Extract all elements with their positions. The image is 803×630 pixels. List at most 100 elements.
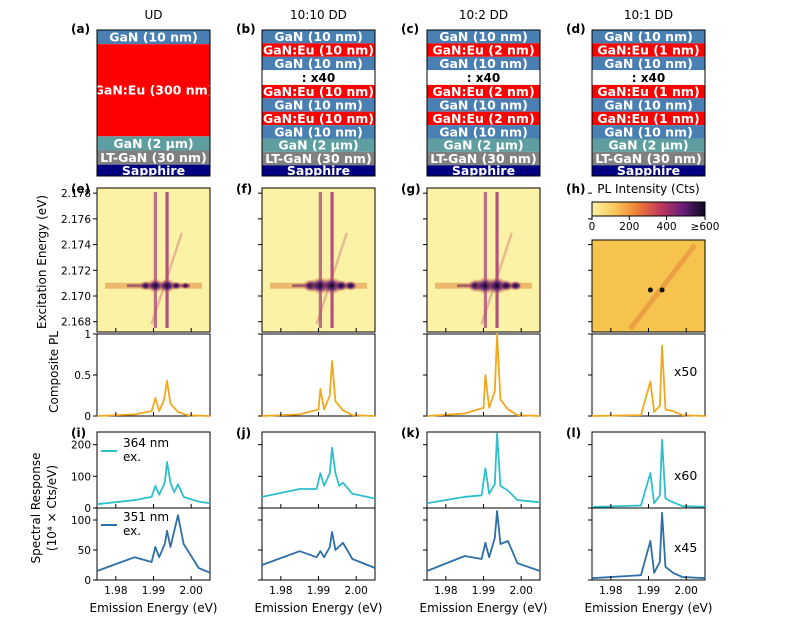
panel-tag: (c) xyxy=(401,22,419,36)
tick-label: 1.99 xyxy=(472,585,495,597)
panel-tag: (b) xyxy=(236,22,256,36)
plot-frame xyxy=(426,507,541,581)
tick-label: 2.170 xyxy=(61,291,91,303)
layer-rect xyxy=(592,111,705,126)
layer-label: GaN (10 nm) xyxy=(439,98,528,113)
stack-frame xyxy=(261,29,376,177)
layer-rect xyxy=(262,98,375,112)
layer-label: GaN (2 µm) xyxy=(608,138,688,153)
stack-title: UD xyxy=(144,8,162,22)
map-streak xyxy=(150,232,183,325)
x-axis-label: Emission Energy (eV) xyxy=(585,601,713,615)
layer-label: GaN:Eu (10 nm) xyxy=(263,43,374,58)
layer-rect xyxy=(427,111,540,126)
x-axis-label: Emission Energy (eV) xyxy=(420,601,548,615)
layer-rect xyxy=(262,125,375,139)
map-hotspot xyxy=(333,279,349,292)
layer-rect xyxy=(427,56,540,71)
y-axis-label: Excitation Energy (eV) xyxy=(35,195,49,329)
layer-label: LT-GaN (30 nm) xyxy=(595,151,701,166)
layer-label: GaN (10 nm) xyxy=(439,124,528,139)
layer-rect xyxy=(262,84,375,99)
layer-rect xyxy=(97,164,210,176)
tick-label: 1.99 xyxy=(637,585,660,597)
legend-text: 364 nm xyxy=(123,436,169,450)
layer-label: GaN:Eu (2 nm) xyxy=(432,84,534,99)
series-line xyxy=(96,461,211,506)
panel-tag: (a) xyxy=(71,22,90,36)
map-streak xyxy=(330,192,334,328)
legend-text: 351 nm xyxy=(123,510,169,524)
layer-rect xyxy=(97,136,210,151)
tick-label: 2.174 xyxy=(61,240,91,252)
y-axis-label: (10⁴ × Cts/eV) xyxy=(45,465,59,551)
layer-label: GaN (2 µm) xyxy=(443,138,523,153)
map-background xyxy=(97,188,210,332)
layer-label: GaN:Eu (2 nm) xyxy=(432,111,534,126)
layer-label: Sapphire xyxy=(617,163,680,178)
plot-frame xyxy=(426,431,541,509)
tick-label: 1.98 xyxy=(599,585,622,597)
tick-label: 2.00 xyxy=(509,585,532,597)
tick-label: 2.00 xyxy=(344,585,367,597)
panel-tag: (l) xyxy=(566,426,581,440)
layer-label: GaN:Eu (10 nm) xyxy=(263,111,374,126)
layer-label: GaN (10 nm) xyxy=(604,29,693,44)
layer-rect xyxy=(592,43,705,57)
layer-label: GaN (10 nm) xyxy=(604,98,693,113)
layer-label: Sapphire xyxy=(287,163,350,178)
y-axis-label: Composite PL xyxy=(47,331,61,413)
colorbar-title: PL Intensity (Cts) xyxy=(597,182,699,196)
multiplier-label: x45 xyxy=(674,540,697,555)
stack-frame xyxy=(426,29,541,177)
map-hotspot xyxy=(158,278,177,293)
stack-title: 10:2 DD xyxy=(459,8,508,22)
tick-label: 100 xyxy=(71,471,91,483)
layer-label: LT-GaN (30 nm) xyxy=(100,150,206,165)
layer-label: LT-GaN (30 nm) xyxy=(430,151,536,166)
layer-rect xyxy=(262,56,375,71)
series-line xyxy=(426,432,541,505)
colorbar-tick-label: 400 xyxy=(657,221,677,233)
tick-label: 0 xyxy=(84,411,91,423)
layer-label: GaN:Eu (10 nm) xyxy=(263,84,374,99)
panel-tag: (d) xyxy=(566,22,586,36)
panel-tag: (h) xyxy=(566,182,586,196)
layer-label: LT-GaN (30 nm) xyxy=(265,151,371,166)
layer-label: GaN (2 µm) xyxy=(278,138,358,153)
panel-tag: (i) xyxy=(71,426,86,440)
panel-tag: (f) xyxy=(236,182,252,196)
tick-label: 1 xyxy=(84,329,91,341)
tick-label: 1.98 xyxy=(104,585,127,597)
panel-tag: (e) xyxy=(71,182,90,196)
layer-label: GaN (10 nm) xyxy=(109,30,198,45)
tick-label: 0 xyxy=(84,503,91,515)
tick-label: 100 xyxy=(71,515,91,527)
tick-label: 2.168 xyxy=(61,317,91,329)
legend-text: ex. xyxy=(123,450,141,464)
series-line xyxy=(261,531,376,569)
layer-label: : x40 xyxy=(467,71,500,85)
layer-rect xyxy=(427,30,540,44)
y-axis-label: Spectral Response xyxy=(29,453,43,564)
plot-frame xyxy=(261,431,376,509)
layer-label: GaN (2 µm) xyxy=(113,136,193,151)
tick-label: 1.98 xyxy=(434,585,457,597)
layer-rect xyxy=(592,70,705,85)
map-background xyxy=(427,188,540,332)
layer-rect xyxy=(262,70,375,85)
map-hotspot xyxy=(659,287,665,293)
map-hotspot xyxy=(181,282,191,290)
series-line xyxy=(261,360,376,417)
tick-label: 1.98 xyxy=(269,585,292,597)
layer-rect xyxy=(427,138,540,152)
map-background xyxy=(262,188,375,332)
layer-label: : x40 xyxy=(302,71,335,85)
layer-rect xyxy=(427,98,540,112)
layer-rect xyxy=(592,84,705,99)
tick-label: 50 xyxy=(78,545,91,557)
layer-label: GaN (10 nm) xyxy=(604,124,693,139)
colorbar-tick-label: 0 xyxy=(589,221,596,233)
panel-tag: (j) xyxy=(236,426,251,440)
layer-rect xyxy=(592,56,705,71)
